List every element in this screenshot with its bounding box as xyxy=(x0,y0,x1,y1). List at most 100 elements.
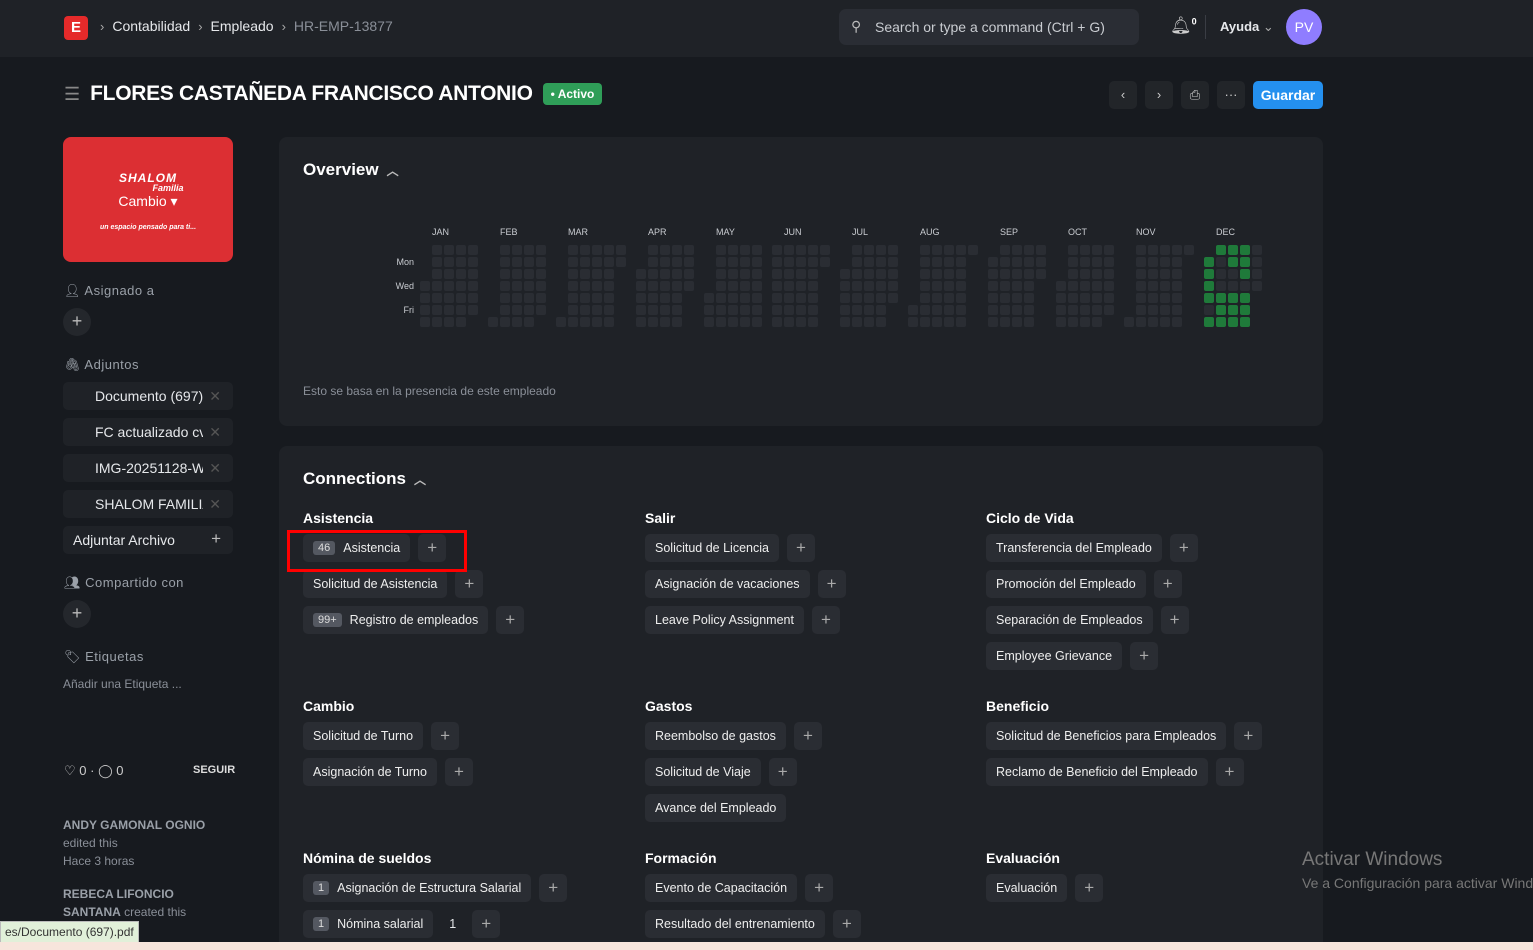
heatmap-cell xyxy=(444,245,454,255)
connection-link[interactable]: Avance del Empleado xyxy=(645,794,787,822)
connection-link[interactable]: Asignación de vacaciones xyxy=(645,570,810,598)
add-new-button[interactable]: + xyxy=(444,758,473,786)
notifications-button[interactable]: 🔔︎0 xyxy=(1170,16,1197,36)
connection-link[interactable]: Solicitud de Asistencia xyxy=(303,570,448,598)
connection-link[interactable]: Solicitud de Turno xyxy=(303,722,424,750)
add-assignee-button[interactable]: + xyxy=(63,308,91,336)
connection-link[interactable]: Solicitud de Viaje xyxy=(645,758,761,786)
connection-link[interactable]: 1 Asignación de Estructura Salarial xyxy=(303,874,532,902)
connection-link[interactable]: Transferencia del Empleado xyxy=(986,534,1162,562)
change-image-button[interactable]: Cambio ▾ xyxy=(118,193,178,209)
attachment-item[interactable]: Documento (697) ✕ xyxy=(63,382,233,410)
connection-link[interactable]: Reclamo de Beneficio del Empleado xyxy=(986,758,1208,786)
heatmap-cell xyxy=(808,305,818,315)
connection-link[interactable]: 99+ Registro de empleados xyxy=(303,606,489,634)
heatmap-cell xyxy=(1240,305,1250,315)
heatmap-cell xyxy=(468,293,478,303)
connection-link[interactable]: Solicitud de Licencia xyxy=(645,534,779,562)
heatmap-cell xyxy=(888,293,898,303)
connection-link[interactable]: Resultado del entrenamiento xyxy=(645,910,825,938)
save-button[interactable]: Guardar xyxy=(1253,81,1323,109)
add-new-button[interactable]: + xyxy=(472,910,501,938)
heatmap-cell xyxy=(752,257,762,267)
heatmap-cell xyxy=(1012,317,1022,327)
add-new-button[interactable]: + xyxy=(786,534,815,562)
extra-count: 1 xyxy=(449,917,457,931)
heatmap-cell xyxy=(740,245,750,255)
attach-file-button[interactable]: Adjuntar Archivo + xyxy=(63,526,233,554)
add-new-button[interactable]: + xyxy=(768,758,797,786)
users-icon: 👥︎ xyxy=(64,575,82,590)
connection-link[interactable]: Separación de Empleados xyxy=(986,606,1153,634)
heatmap-cell xyxy=(1080,293,1090,303)
connection-row: Employee Grievance + xyxy=(986,642,1306,670)
connection-link[interactable]: Promoción del Empleado xyxy=(986,570,1146,598)
connection-link[interactable]: Solicitud de Beneficios para Empleados xyxy=(986,722,1227,750)
connection-link[interactable]: Reembolso de gastos xyxy=(645,722,786,750)
sidebar-toggle-icon[interactable]: ☰ xyxy=(64,83,81,104)
breadcrumb-empleado[interactable]: Empleado xyxy=(210,18,274,34)
connection-row: 1 Nómina salarial 1 + xyxy=(303,910,623,938)
follow-button[interactable]: SEGUIR xyxy=(193,764,236,776)
connection-group: Asistencia 46 Asistencia + Solicitud de Asis… xyxy=(303,510,623,642)
connection-link[interactable]: Leave Policy Assignment xyxy=(645,606,804,634)
heart-icon[interactable]: ♡ xyxy=(64,763,76,778)
attachment-item[interactable]: IMG-20251128-W ✕ xyxy=(63,454,233,482)
previous-button[interactable]: ‹ xyxy=(1109,81,1137,109)
heatmap-cell xyxy=(1172,281,1182,291)
add-new-button[interactable]: + xyxy=(539,874,568,902)
heatmap-cell xyxy=(1056,281,1066,291)
add-new-button[interactable]: + xyxy=(455,570,484,598)
connection-link[interactable]: Employee Grievance xyxy=(986,642,1123,670)
add-new-button[interactable]: + xyxy=(431,722,460,750)
connection-link[interactable]: 1 Nómina salarial xyxy=(303,910,434,938)
add-new-button[interactable]: + xyxy=(1169,534,1198,562)
add-new-button[interactable]: + xyxy=(817,570,846,598)
add-new-button[interactable]: + xyxy=(1215,758,1244,786)
print-button[interactable]: ⎙ xyxy=(1181,81,1209,109)
add-new-button[interactable]: + xyxy=(1160,606,1189,634)
heatmap-cell xyxy=(1136,317,1146,327)
breadcrumb-contabilidad[interactable]: Contabilidad xyxy=(112,18,191,34)
heatmap-cell xyxy=(648,281,658,291)
add-new-button[interactable]: + xyxy=(805,874,834,902)
add-new-button[interactable]: + xyxy=(811,606,840,634)
app-logo[interactable]: E xyxy=(64,16,88,40)
add-share-button[interactable]: + xyxy=(63,600,91,628)
remove-icon[interactable]: ✕ xyxy=(209,388,221,404)
heatmap-cell xyxy=(820,245,830,255)
heatmap-cell xyxy=(672,245,682,255)
add-new-button[interactable]: + xyxy=(1075,874,1104,902)
add-new-button[interactable]: + xyxy=(496,606,525,634)
employee-image[interactable]: SHALOM Familia Cambio ▾ un espacio pensa… xyxy=(63,137,233,262)
heatmap-cell xyxy=(1148,317,1158,327)
remove-icon[interactable]: ✕ xyxy=(209,460,221,476)
help-dropdown[interactable]: Ayuda ⌄ xyxy=(1220,19,1274,35)
more-button[interactable]: ··· xyxy=(1217,81,1245,109)
add-new-button[interactable]: + xyxy=(1234,722,1263,750)
next-button[interactable]: › xyxy=(1145,81,1173,109)
connection-link[interactable]: 46 Asistencia xyxy=(303,534,411,562)
connection-link[interactable]: Evaluación xyxy=(986,874,1068,902)
overview-toggle[interactable]: Overview ︿ xyxy=(303,160,399,179)
search-input[interactable]: ⚲ Search or type a command (Ctrl + G) xyxy=(839,9,1139,45)
remove-icon[interactable]: ✕ xyxy=(209,496,221,512)
add-new-button[interactable]: + xyxy=(832,910,861,938)
heatmap-cell xyxy=(1000,281,1010,291)
add-new-button[interactable]: + xyxy=(793,722,822,750)
add-new-button[interactable]: + xyxy=(1130,642,1159,670)
avatar[interactable]: PV xyxy=(1286,9,1322,45)
add-new-button[interactable]: + xyxy=(1153,570,1182,598)
attachment-item[interactable]: SHALOM FAMILIA ✕ xyxy=(63,490,233,518)
connection-link[interactable]: Asignación de Turno xyxy=(303,758,437,786)
add-tag-input[interactable]: Añadir una Etiqueta ... xyxy=(63,677,182,691)
attachment-item[interactable]: FC actualizado cv ✕ xyxy=(63,418,233,446)
connection-link[interactable]: Evento de Capacitación xyxy=(645,874,798,902)
add-new-button[interactable]: + xyxy=(418,534,447,562)
heatmap-cell xyxy=(468,257,478,267)
connections-toggle[interactable]: Connections ︿ xyxy=(303,469,426,488)
heatmap-cell xyxy=(908,305,918,315)
heatmap-cell xyxy=(1000,305,1010,315)
remove-icon[interactable]: ✕ xyxy=(209,424,221,440)
windows-watermark-title: Activar Windows xyxy=(1302,849,1443,870)
